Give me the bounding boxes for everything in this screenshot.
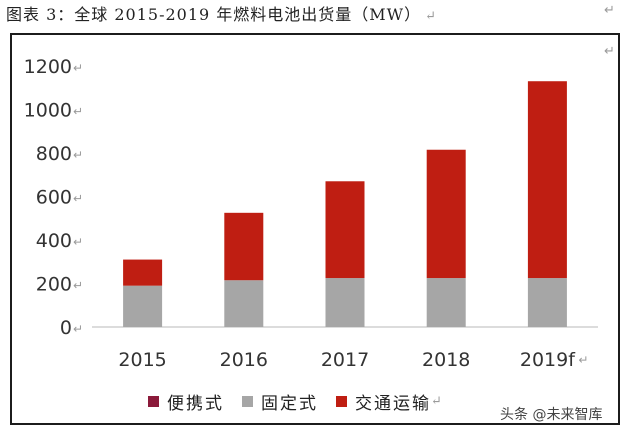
x-tick-label: 2016: [220, 349, 268, 371]
y-tick-label: 200: [36, 274, 72, 296]
y-tick-label: 600: [36, 187, 72, 209]
bar-segment: [325, 278, 365, 327]
paragraph-mark: ↵: [73, 105, 83, 119]
watermark: 头条 @未来智库: [500, 407, 603, 423]
paragraph-mark: ↵: [73, 279, 83, 293]
legend-label: 固定式: [261, 393, 318, 414]
legend-swatch: [336, 395, 347, 407]
paragraph-mark: ↵: [73, 322, 83, 336]
paragraph-mark: ↵: [604, 3, 615, 18]
bar-segment: [123, 285, 163, 327]
chart-frame: [10, 33, 620, 425]
legend-label: 便携式: [167, 393, 224, 414]
chart-title: 图表 3：全球 2015-2019 年燃料电池出货量（MW） ↵: [6, 5, 438, 24]
legend-swatch: [242, 395, 253, 407]
x-tick-label: 2015: [118, 349, 166, 371]
paragraph-mark: ↵: [578, 353, 588, 367]
paragraph-mark: ↵: [73, 61, 83, 75]
legend-item: 固定式: [242, 389, 318, 414]
paragraph-mark: ↵: [73, 148, 83, 162]
legend: 便携式 固定式 交通运输 ↵: [148, 388, 462, 414]
paragraph-mark: ↵: [604, 44, 615, 59]
y-tick-label: 0: [60, 317, 72, 339]
y-tick-label: 1000: [24, 100, 72, 122]
x-tick-label: 2018: [422, 349, 470, 371]
y-tick-label: 400: [36, 230, 72, 252]
bar-segment: [527, 81, 567, 279]
bar-segment: [426, 278, 466, 327]
legend-swatch: [148, 395, 159, 407]
paragraph-mark: ↵: [73, 192, 83, 206]
bar-segment: [224, 212, 264, 281]
bar-segment: [426, 149, 466, 279]
bar-segment: [325, 181, 365, 279]
legend-label: 交通运输: [355, 393, 431, 414]
y-tick-label: 1200: [24, 56, 72, 78]
bar-segment: [527, 278, 567, 327]
y-tick-label: 800: [36, 143, 72, 165]
legend-item: 交通运输 ↵: [336, 389, 444, 414]
bar-segment: [224, 280, 264, 327]
bar-segment: [123, 259, 163, 286]
legend-item: 便携式: [148, 389, 224, 414]
paragraph-mark: ↵: [73, 235, 83, 249]
x-tick-label: 2019f: [520, 349, 576, 371]
paragraph-mark: ↵: [425, 9, 438, 24]
x-tick-label: 2017: [321, 349, 369, 371]
paragraph-mark: ↵: [431, 393, 444, 409]
